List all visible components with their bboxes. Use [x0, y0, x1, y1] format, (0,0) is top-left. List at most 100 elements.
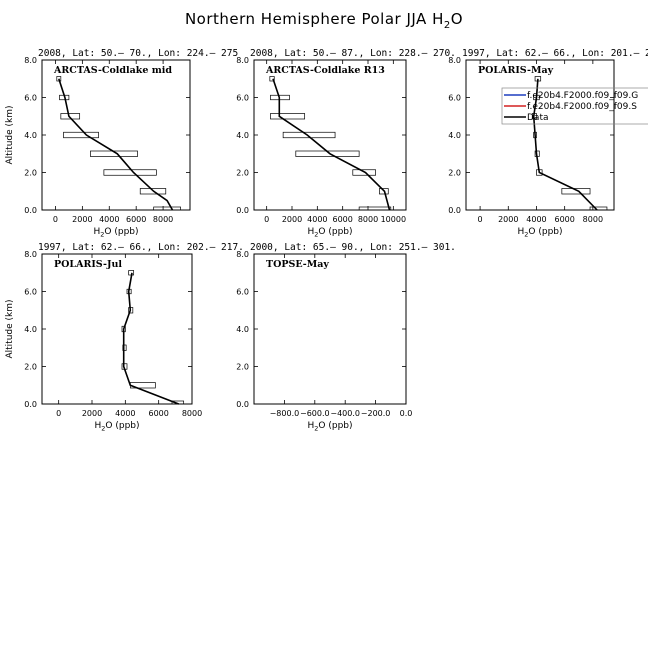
panel-3: 1997, Lat: 62.– 66., Lon: 201.– 216. POLA… [448, 48, 648, 239]
range-box [282, 131, 336, 139]
x-tick-label: 6000 [554, 215, 574, 224]
range-box [270, 113, 306, 120]
x-tick-label: 2000 [282, 215, 302, 224]
y-tick-label: 6.0 [236, 94, 249, 103]
range-box [589, 206, 608, 211]
campaign-label: ARCTAS-Coldlake R13 [265, 65, 385, 76]
x-tick-label: 0 [53, 215, 58, 224]
x-tick-label: 8000 [182, 409, 202, 418]
legend-label: f.e20b4.F2000.f09_f09.G [527, 91, 638, 101]
x-axis-label-post: O (ppb) [528, 227, 562, 237]
y-tick-label: 2.0 [236, 169, 249, 178]
x-tick-label: 2000 [72, 215, 92, 224]
x-axis-label-sub: 2 [524, 231, 528, 239]
range-box [352, 169, 376, 176]
legend-label: f.e20b4.F2000.f09_f09.S [527, 102, 637, 112]
x-tick-label: 0 [56, 409, 61, 418]
range-box [561, 188, 591, 195]
x-axis-label-pre: H [93, 227, 100, 237]
y-tick-label: 6.0 [236, 288, 249, 297]
x-tick-label: 0 [478, 215, 483, 224]
y-tick-label: 4.0 [236, 131, 249, 140]
x-tick-label: 4000 [99, 215, 119, 224]
panel-header: 1997, Lat: 62.– 66., Lon: 201.– 216. [462, 48, 648, 59]
data-line [272, 78, 391, 211]
x-tick-label: 8000 [358, 215, 378, 224]
x-tick-label: −600.0 [300, 409, 330, 418]
x-tick-label: 2000 [82, 409, 102, 418]
y-tick-label: 0.0 [236, 206, 249, 215]
x-axis-label-pre: H [517, 227, 524, 237]
x-axis-label-post: O (ppb) [318, 227, 352, 237]
x-axis-label: H2O (ppb) [517, 227, 562, 239]
y-tick-label: 8.0 [236, 250, 249, 259]
range-box [103, 169, 157, 176]
y-tick-label: 0.0 [24, 206, 37, 215]
x-axis-label: H2O (ppb) [93, 227, 138, 239]
x-tick-label: −200.0 [361, 409, 391, 418]
y-tick-label: 4.0 [24, 325, 37, 334]
range-box [153, 206, 181, 211]
x-axis-label-sub: 2 [100, 231, 104, 239]
title-subscript: 2 [444, 20, 451, 31]
panel-header: 1997, Lat: 62.– 66., Lon: 202.– 217. [38, 242, 244, 253]
y-tick-label: 0.0 [24, 400, 37, 409]
panel-5: 2000, Lat: 65.– 90., Lon: 251.– 301. TOPS… [236, 242, 456, 433]
y-tick-label: 8.0 [24, 250, 37, 259]
y-tick-label: 2.0 [236, 363, 249, 372]
y-tick-label: 2.0 [448, 169, 461, 178]
x-axis-label-pre: H [307, 421, 314, 431]
plot-frame [41, 59, 191, 211]
x-tick-label: 4000 [526, 215, 546, 224]
range-box [60, 113, 81, 120]
x-axis-label-post: O (ppb) [105, 421, 139, 431]
x-tick-label: 10000 [381, 215, 406, 224]
panel-4: 1997, Lat: 62.– 66., Lon: 202.– 217. POLA… [5, 242, 244, 433]
x-axis-label: H2O (ppb) [307, 421, 352, 433]
y-axis-label: Altitude (km) [5, 299, 15, 358]
panel-1: 2008, Lat: 50.– 70., Lon: 224.– 275 ARCTA… [5, 48, 238, 239]
plot-frame [41, 253, 193, 405]
y-tick-label: 0.0 [236, 400, 249, 409]
y-tick-label: 4.0 [24, 131, 37, 140]
panel-header: 2008, Lat: 50.– 70., Lon: 224.– 275 [38, 48, 238, 59]
x-tick-label: 0 [264, 215, 269, 224]
y-axis-label: Altitude (km) [5, 105, 15, 164]
x-axis-label: H2O (ppb) [94, 421, 139, 433]
y-tick-label: 2.0 [24, 169, 37, 178]
campaign-label: TOPSE-May [266, 259, 329, 270]
x-axis-label-post: O (ppb) [318, 421, 352, 431]
x-axis-label-post: O (ppb) [104, 227, 138, 237]
x-tick-label: 8000 [583, 215, 603, 224]
x-tick-label: 6000 [126, 215, 146, 224]
y-tick-label: 2.0 [24, 363, 37, 372]
x-axis-label-sub: 2 [314, 231, 318, 239]
y-tick-label: 8.0 [448, 56, 461, 65]
range-box [358, 206, 392, 211]
x-tick-label: −400.0 [330, 409, 360, 418]
plot-frame [465, 59, 615, 211]
x-tick-label: 8000 [153, 215, 173, 224]
legend-box [501, 87, 648, 125]
panels-group: 2008, Lat: 50.– 70., Lon: 224.– 275 ARCTA… [5, 48, 648, 433]
y-tick-label: 4.0 [448, 131, 461, 140]
y-tick-label: 6.0 [24, 288, 37, 297]
figure-title: Northern Hemisphere Polar JJA H2O [185, 10, 463, 31]
range-box [63, 131, 99, 139]
panel-2: 2008, Lat: 50.– 87., Lon: 228.– 270. ARCT… [236, 48, 456, 239]
y-tick-label: 8.0 [24, 56, 37, 65]
y-tick-label: 0.0 [448, 206, 461, 215]
data-line [122, 272, 179, 405]
data-line [58, 78, 174, 211]
plot-frame [253, 59, 407, 211]
campaign-label: POLARIS-May [478, 65, 554, 76]
x-axis-label-pre: H [94, 421, 101, 431]
panel-header: 2000, Lat: 65.– 90., Lon: 251.– 301. [250, 242, 456, 253]
x-tick-label: −800.0 [270, 409, 300, 418]
campaign-label: POLARIS-Jul [54, 259, 122, 270]
range-box [379, 188, 389, 195]
x-axis-label: H2O (ppb) [307, 227, 352, 239]
legend: f.e20b4.F2000.f09_f09.Gf.e20b4.F2000.f09… [501, 87, 648, 125]
legend-label: Data [527, 113, 549, 123]
